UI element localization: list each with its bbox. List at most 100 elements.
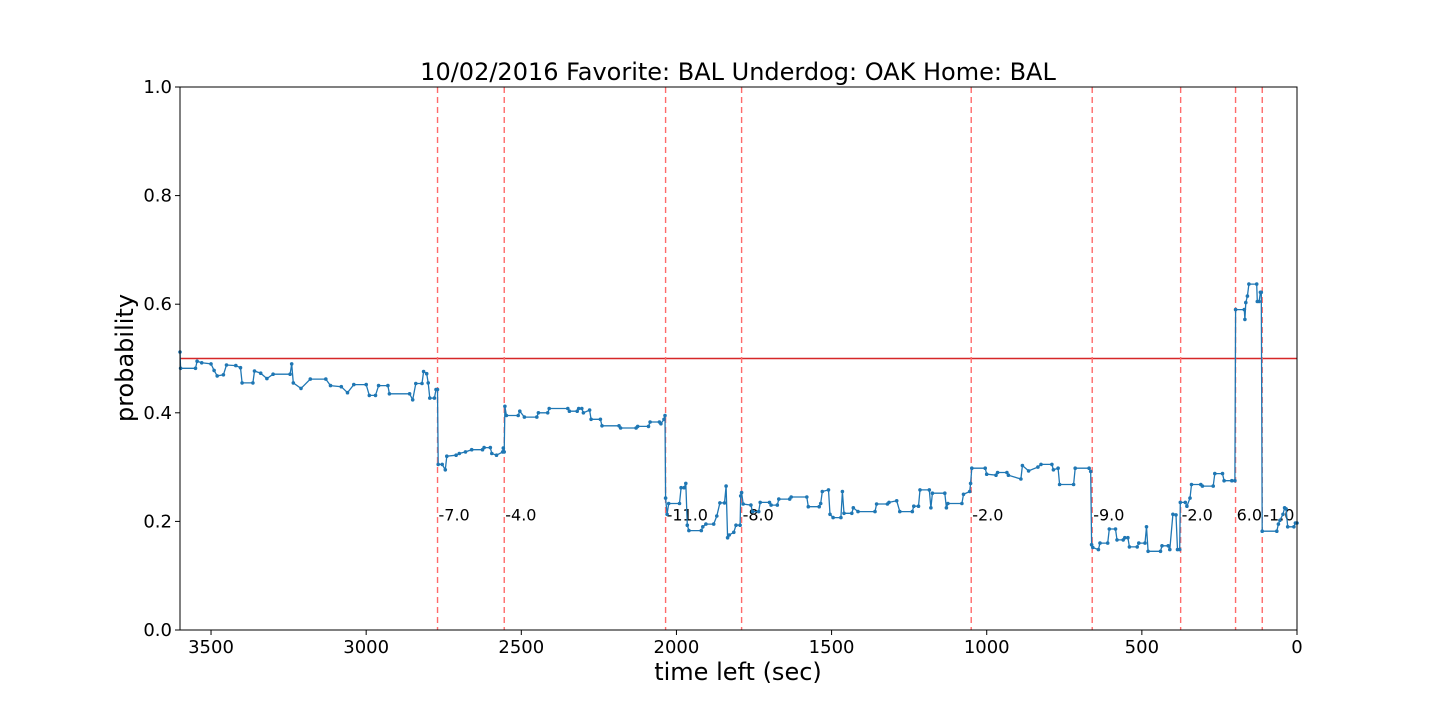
event-label: 6.0 bbox=[1237, 505, 1262, 524]
data-point bbox=[435, 387, 440, 392]
data-point bbox=[1056, 466, 1060, 471]
data-point bbox=[734, 523, 738, 527]
data-point bbox=[1005, 470, 1009, 475]
data-point bbox=[805, 495, 809, 499]
data-point bbox=[1278, 518, 1282, 523]
data-point bbox=[1113, 527, 1118, 531]
data-point bbox=[1105, 541, 1110, 545]
data-point bbox=[1020, 463, 1025, 468]
data-point bbox=[1126, 535, 1130, 540]
data-point bbox=[842, 511, 846, 516]
data-point bbox=[516, 413, 520, 418]
data-point bbox=[504, 413, 509, 418]
data-point bbox=[960, 501, 964, 506]
data-point bbox=[894, 499, 899, 503]
data-point bbox=[738, 494, 743, 498]
x-tick-label: 0 bbox=[1291, 637, 1302, 658]
data-point bbox=[580, 406, 584, 411]
data-point bbox=[826, 488, 831, 492]
data-point bbox=[750, 509, 755, 514]
event-label: -2.0 bbox=[972, 505, 1003, 524]
y-tick-label: 0.2 bbox=[143, 511, 172, 532]
data-point bbox=[984, 472, 989, 477]
data-point bbox=[598, 417, 603, 422]
data-point bbox=[1071, 482, 1076, 487]
data-point bbox=[414, 381, 418, 386]
data-point bbox=[789, 495, 793, 499]
data-point bbox=[288, 372, 292, 377]
data-point bbox=[1243, 317, 1247, 322]
x-tick-label: 2000 bbox=[654, 637, 700, 658]
data-point bbox=[1135, 545, 1139, 549]
data-point bbox=[443, 468, 448, 472]
data-point bbox=[503, 404, 507, 409]
data-point bbox=[820, 489, 825, 494]
x-tick-label: 1000 bbox=[964, 637, 1010, 658]
data-point bbox=[840, 489, 845, 494]
data-point bbox=[806, 504, 811, 509]
data-point bbox=[490, 451, 494, 456]
data-point bbox=[1143, 541, 1147, 545]
data-point bbox=[576, 406, 581, 411]
data-point bbox=[898, 509, 902, 514]
data-point bbox=[887, 500, 891, 505]
data-point bbox=[445, 454, 449, 459]
data-point bbox=[662, 417, 666, 422]
data-point bbox=[828, 512, 832, 517]
data-point bbox=[1107, 527, 1112, 531]
data-point bbox=[1275, 529, 1279, 533]
data-point bbox=[1292, 525, 1296, 529]
data-point bbox=[567, 409, 572, 414]
data-point bbox=[1244, 300, 1248, 305]
data-point bbox=[424, 371, 429, 376]
data-point bbox=[308, 377, 313, 381]
x-tick-label: 1500 bbox=[809, 637, 855, 658]
data-point bbox=[777, 497, 781, 501]
data-point bbox=[271, 372, 275, 377]
data-point bbox=[1160, 544, 1164, 548]
y-tick-label: 0.6 bbox=[143, 294, 172, 315]
data-point bbox=[410, 398, 415, 402]
data-point bbox=[299, 386, 303, 391]
data-point bbox=[687, 528, 691, 533]
data-point bbox=[983, 466, 987, 471]
data-point bbox=[684, 481, 688, 486]
data-point bbox=[679, 485, 683, 490]
data-point bbox=[1171, 512, 1175, 517]
data-point bbox=[589, 417, 593, 422]
data-point bbox=[767, 500, 772, 505]
data-point bbox=[725, 535, 730, 540]
data-point bbox=[545, 411, 550, 415]
data-point bbox=[1257, 299, 1261, 304]
chart-title: 10/02/2016 Favorite: BAL Underdog: OAK H… bbox=[420, 58, 1056, 86]
data-point bbox=[1281, 512, 1285, 517]
data-point bbox=[1088, 469, 1093, 474]
data-point bbox=[238, 365, 243, 370]
y-tick-label: 1.0 bbox=[143, 77, 172, 98]
data-point bbox=[522, 415, 527, 419]
data-point bbox=[428, 396, 432, 400]
data-point bbox=[1158, 549, 1163, 554]
data-point bbox=[1168, 547, 1172, 552]
data-point bbox=[469, 447, 474, 452]
data-point bbox=[831, 515, 835, 520]
data-point bbox=[1247, 282, 1251, 286]
data-point bbox=[600, 424, 604, 428]
data-point bbox=[1144, 525, 1149, 529]
data-point bbox=[373, 393, 378, 398]
data-point bbox=[769, 503, 773, 507]
data-point bbox=[1127, 545, 1132, 549]
data-point bbox=[1259, 290, 1264, 295]
data-point bbox=[1073, 466, 1077, 471]
data-point bbox=[1019, 477, 1023, 481]
data-point bbox=[739, 490, 744, 495]
data-point bbox=[432, 396, 437, 400]
data-point bbox=[1185, 504, 1189, 509]
data-point bbox=[1230, 478, 1234, 483]
y-tick-label: 0.0 bbox=[143, 620, 172, 641]
data-point bbox=[420, 381, 424, 386]
data-point bbox=[1026, 469, 1031, 473]
data-point bbox=[324, 377, 328, 381]
data-point bbox=[209, 362, 213, 366]
